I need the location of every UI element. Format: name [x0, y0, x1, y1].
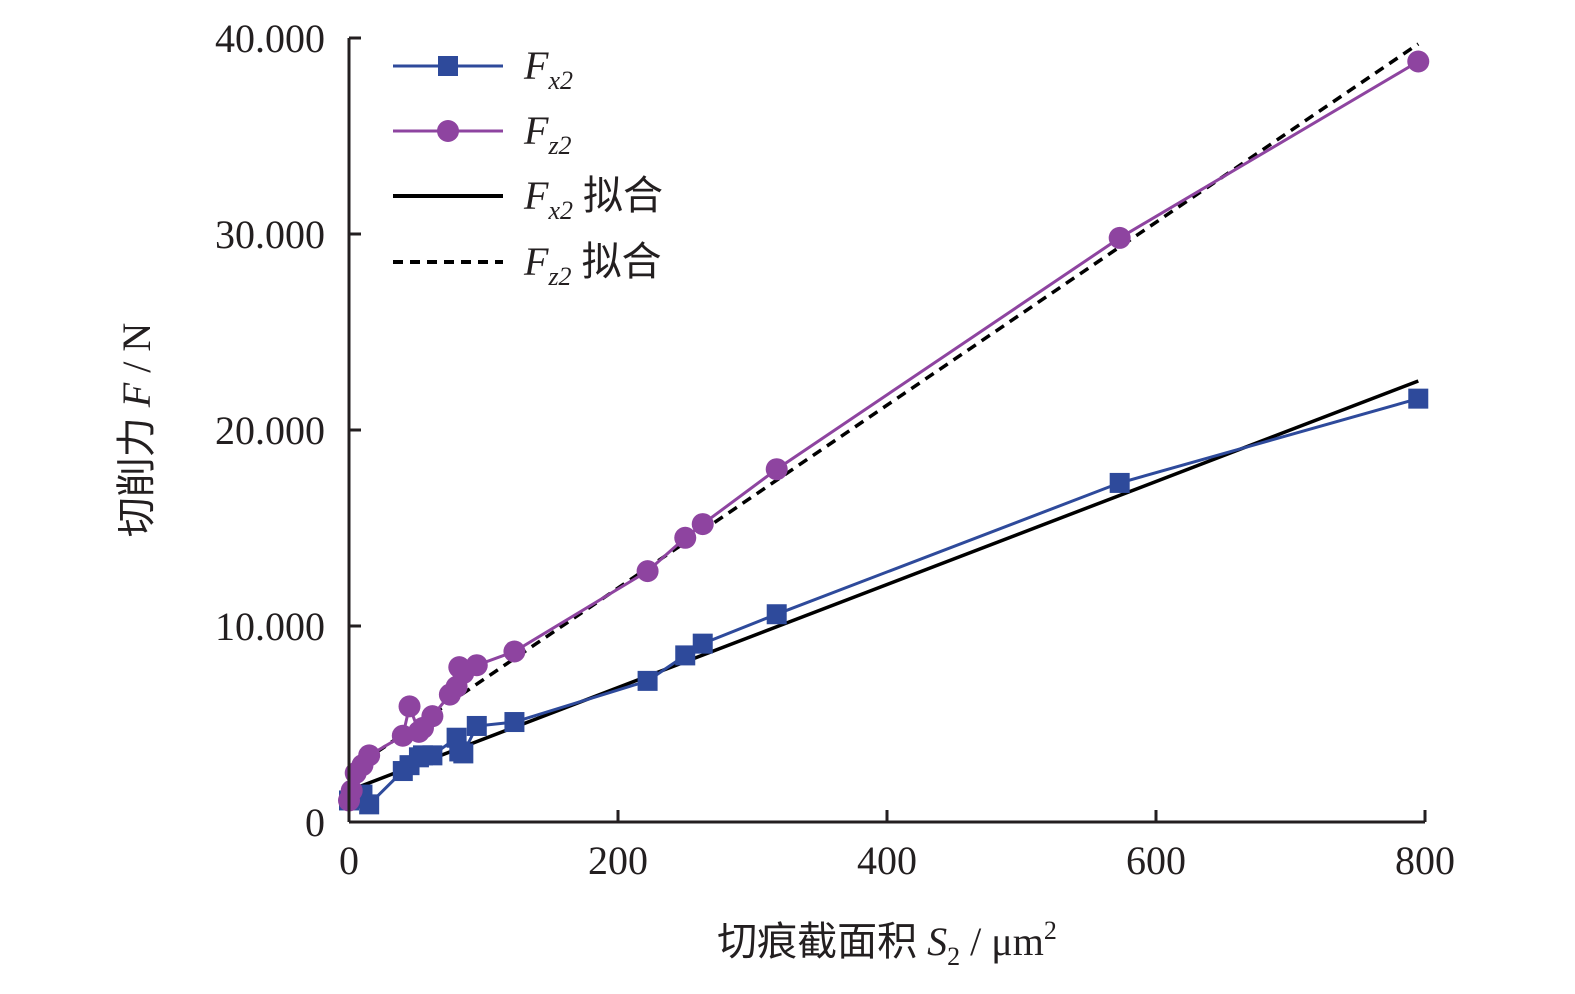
legend-label-var-0: F: [523, 43, 549, 88]
axes-layer: [347, 38, 1425, 824]
series-0-point-15: [637, 670, 658, 691]
x-tick-label-4: 800: [1395, 838, 1455, 883]
series-1-point-1: [340, 779, 363, 802]
series-0-point-19: [1109, 472, 1130, 493]
series-0-point-20: [1408, 388, 1429, 409]
series-0-point-9: [422, 745, 443, 766]
legend-label-0: Fx2: [523, 43, 573, 95]
series-0-point-18: [766, 604, 787, 625]
series-0-group: [339, 388, 1429, 815]
x-axis-title-sup: 2: [1044, 916, 1057, 945]
legend-label-suffix-2: 拟合: [573, 173, 663, 218]
y-tick-label-0: 0: [305, 800, 325, 845]
y-axis-title-unit: / N: [114, 323, 159, 383]
series-1-point-17: [674, 526, 697, 549]
series-1-point-16: [636, 560, 659, 583]
legend-label-suffix-3: 拟合: [572, 239, 662, 284]
x-tick-label-2: 400: [857, 838, 917, 883]
legend-item-3: Fz2 拟合: [393, 239, 662, 291]
series-1-point-6: [398, 695, 421, 718]
x-tick-label-3: 600: [1126, 838, 1186, 883]
series-0-point-14: [504, 712, 525, 733]
legend-item-1: Fz2: [393, 108, 572, 160]
y-tick-label-1: 10.000: [215, 604, 325, 649]
series-1-point-20: [1108, 226, 1131, 249]
legend-label-sub-3: z2: [547, 262, 571, 291]
series-3-line: [348, 42, 1420, 773]
legend-label-2: Fx2 拟合: [523, 173, 663, 225]
series-0-point-13: [466, 715, 487, 736]
series-1-point-14: [465, 654, 488, 677]
series-0-point-12: [453, 743, 474, 764]
legend-item-0: Fx2: [393, 43, 573, 95]
legend-label-var-3: F: [523, 239, 549, 284]
series-0-point-4: [359, 794, 380, 815]
x-tick-label-1: 200: [588, 838, 648, 883]
series-1-point-4: [358, 744, 381, 767]
series-0-point-16: [675, 645, 696, 666]
legend-label-var-1: F: [523, 108, 549, 153]
x-axis-title-text: 切痕截面积: [717, 919, 927, 964]
x-axis-title: 切痕截面积 S2 / μm2: [717, 916, 1057, 971]
series-1-point-9: [421, 705, 444, 728]
legend-label-sub-0: x2: [547, 66, 573, 95]
series-1-point-19: [765, 458, 788, 481]
y-axis-title: 切削力 F / N: [114, 323, 159, 537]
x-axis-title-sub: 2: [947, 942, 960, 971]
series-1-point-15: [503, 640, 526, 663]
y-axis-title-var: F: [114, 382, 159, 408]
legend-label-1: Fz2: [523, 108, 572, 160]
series-1-line: [347, 60, 1420, 801]
series-3-group: [348, 42, 1420, 773]
legend-swatch-marker-1: [437, 120, 459, 142]
series-0-point-17: [692, 633, 713, 654]
legend-item-2: Fx2 拟合: [393, 173, 663, 225]
legend-label-sub-2: x2: [547, 196, 573, 225]
ticks-layer: 0 200 400 600 800 0 10.000 20.000 30.000 40.000: [215, 16, 1455, 883]
legend-label-var-2: F: [523, 173, 549, 218]
y-tick-label-4: 40.000: [215, 16, 325, 61]
x-axis-title-var: S: [927, 919, 947, 964]
legend-label-3: Fz2 拟合: [523, 239, 662, 291]
series-1-point-21: [1407, 50, 1430, 73]
series-1-point-18: [691, 513, 714, 536]
series-layer: [338, 42, 1430, 815]
series-1-group: [338, 50, 1430, 812]
legend-swatch-marker-0: [438, 56, 458, 76]
y-tick-label-2: 20.000: [215, 408, 325, 453]
x-axis-title-unit: / μm: [960, 919, 1044, 964]
x-tick-label-0: 0: [339, 838, 359, 883]
legend-label-sub-1: z2: [547, 131, 571, 160]
series-0-line: [347, 397, 1419, 807]
y-tick-label-3: 30.000: [215, 212, 325, 257]
y-axis-title-text: 切削力: [114, 407, 159, 537]
